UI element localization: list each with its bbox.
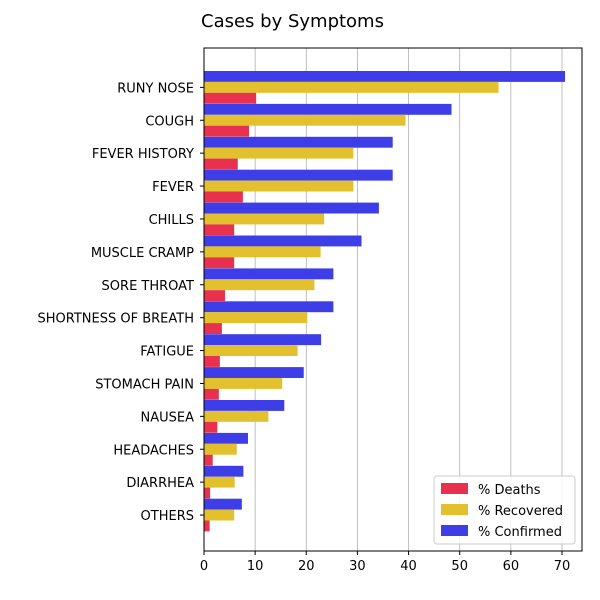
x-tick-label: 30 (349, 559, 366, 574)
bar-deaths (204, 421, 218, 433)
y-tick-label: RUNY NOSE (117, 81, 194, 96)
y-tick-label: HEADACHES (113, 443, 194, 458)
bar-recovered (204, 246, 321, 258)
bar-recovered (204, 147, 354, 159)
bar-recovered (204, 410, 269, 422)
bar-recovered (204, 81, 499, 93)
legend-label: % Confirmed (478, 525, 562, 540)
bar-confirmed (204, 169, 393, 181)
legend-label: % Recovered (478, 504, 563, 519)
bar-confirmed (204, 465, 244, 477)
bar-confirmed (204, 268, 334, 280)
y-tick-label: FEVER HISTORY (92, 147, 194, 162)
y-tick-label: STOMACH PAIN (95, 377, 194, 392)
y-tick-label: MUSCLE CRAMP (91, 246, 194, 261)
y-tick-label: NAUSEA (141, 410, 195, 425)
x-tick-label: 70 (554, 559, 571, 574)
y-tick-label: CHILLS (149, 213, 194, 228)
bar-deaths (204, 125, 250, 137)
x-tick-label: 50 (451, 559, 468, 574)
bar-deaths (204, 290, 225, 302)
bar-recovered (204, 443, 237, 455)
grid-lines (254, 48, 563, 551)
legend-swatch (441, 483, 468, 494)
y-tick-label: FATIGUE (140, 345, 194, 360)
y-tick-label: OTHERS (141, 509, 194, 524)
bar-deaths (204, 520, 210, 532)
bar-deaths (204, 323, 222, 334)
x-tick-label: 0 (200, 559, 208, 574)
bar-recovered (204, 213, 325, 225)
bar-deaths (204, 454, 213, 466)
bar-deaths (204, 92, 257, 104)
x-tick-label: 20 (298, 559, 315, 574)
legend-box (433, 475, 576, 545)
legend: % Deaths % Recovered % Confirmed (433, 475, 576, 545)
bar-confirmed (204, 301, 334, 313)
bar-deaths (204, 388, 219, 400)
bar-confirmed (204, 400, 285, 411)
bar-confirmed (204, 334, 322, 346)
bar-recovered (204, 312, 308, 324)
y-tick-label: COUGH (145, 114, 194, 129)
bar-recovered (204, 509, 235, 521)
bar-recovered (204, 378, 283, 389)
y-tick-label: SORE THROAT (102, 279, 195, 294)
bar-recovered (204, 476, 235, 488)
bar-confirmed (204, 202, 379, 214)
bar-confirmed (204, 367, 304, 378)
bar-deaths (204, 224, 235, 236)
legend-label: % Deaths (478, 483, 541, 498)
bar-deaths (204, 191, 243, 203)
x-tick-label: 40 (400, 559, 417, 574)
bar-confirmed (204, 235, 362, 247)
legend-swatch (441, 525, 468, 536)
bar-recovered (204, 279, 315, 291)
bar-recovered (204, 180, 354, 192)
bar-deaths (204, 487, 211, 499)
legend-swatch (441, 504, 468, 515)
bar-confirmed (204, 498, 242, 510)
bar-deaths (204, 158, 238, 170)
bars-group (204, 71, 566, 532)
bar-confirmed (204, 136, 393, 148)
bar-deaths (204, 257, 235, 269)
bar-deaths (204, 356, 220, 367)
y-axis-ticks: RUNY NOSE COUGH FEVER HISTORY FEVER CHILLS MU… (38, 81, 204, 524)
bar-recovered (204, 114, 406, 126)
bar-recovered (204, 345, 298, 356)
bar-confirmed (204, 103, 452, 115)
chart-title: Cases by Symptoms (201, 11, 384, 32)
x-axis-ticks: 0 10 20 30 40 50 60 70 (200, 551, 570, 574)
y-tick-label: DIARRHEA (126, 476, 194, 491)
plot-frame (203, 47, 583, 552)
x-tick-label: 60 (503, 559, 520, 574)
y-tick-label: FEVER (152, 180, 194, 195)
y-tick-label: SHORTNESS OF BREATH (38, 312, 194, 327)
bar-confirmed (204, 71, 566, 82)
bar-confirmed (204, 432, 248, 444)
x-tick-label: 10 (247, 559, 264, 574)
